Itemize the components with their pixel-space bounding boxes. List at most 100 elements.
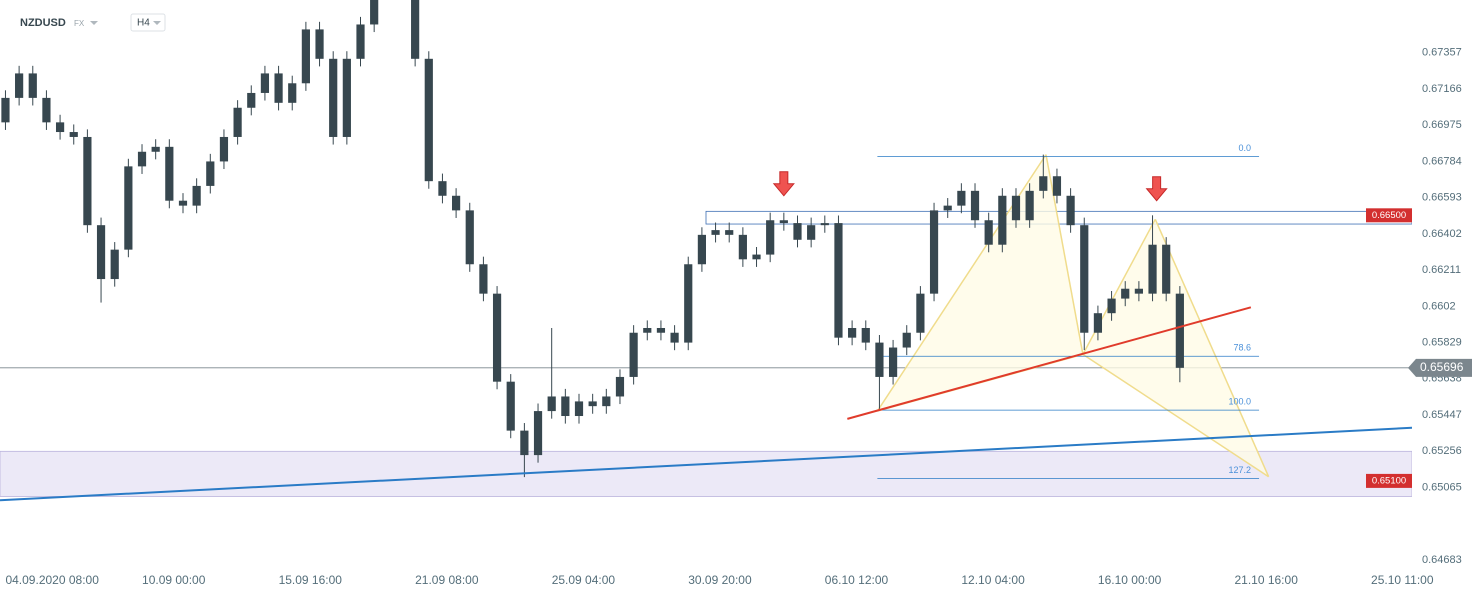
candle-body xyxy=(943,205,952,211)
candle-body xyxy=(629,332,638,377)
x-tick-label: 10.09 00:00 xyxy=(142,573,206,587)
candle-body xyxy=(643,327,652,333)
candle-body xyxy=(888,347,898,377)
candle-body xyxy=(274,73,283,103)
x-tick-label: 12.10 04:00 xyxy=(961,573,1025,587)
candle-body xyxy=(779,220,788,224)
candle-body xyxy=(1162,244,1171,294)
candle-body xyxy=(929,210,939,294)
candle-body xyxy=(1011,195,1021,221)
candle-body xyxy=(370,0,379,25)
candle-body xyxy=(970,190,980,221)
candle-body xyxy=(820,223,829,226)
candle-body xyxy=(697,234,706,265)
candle-body xyxy=(533,411,543,456)
candle-body xyxy=(411,0,420,59)
pattern-line xyxy=(1154,218,1270,478)
candle-body xyxy=(69,132,78,137)
candle-body xyxy=(342,58,351,137)
candle-body xyxy=(452,195,461,211)
current-price-label: 0.65696 xyxy=(1420,360,1464,374)
candle-body xyxy=(42,97,51,123)
x-tick-label: 30.09 20:00 xyxy=(688,573,752,587)
down-arrow xyxy=(772,171,795,197)
market: FX xyxy=(74,19,85,28)
candle-body xyxy=(752,254,761,260)
level-label-box xyxy=(1366,208,1412,223)
candle-body xyxy=(1066,195,1075,226)
candle-body xyxy=(55,122,65,133)
x-tick-label: 15.09 16:00 xyxy=(279,573,343,587)
y-tick-label: 0.66402 xyxy=(1422,228,1462,240)
candle-body xyxy=(957,190,966,206)
candle-body xyxy=(233,107,242,137)
level-label: 0.66500 xyxy=(1372,210,1406,221)
y-tick-label: 0.65065 xyxy=(1422,481,1462,493)
candle-body xyxy=(684,264,693,343)
candle-body xyxy=(1,97,10,123)
candle-body xyxy=(219,136,229,162)
candle-body xyxy=(1093,313,1103,333)
level-label-box xyxy=(1366,473,1412,488)
x-tick-label: 06.10 12:00 xyxy=(825,573,889,587)
candle-body xyxy=(165,146,174,201)
candle-body xyxy=(260,73,270,93)
y-tick-label: 0.67357 xyxy=(1422,47,1462,59)
y-tick-label: 0.65829 xyxy=(1422,337,1462,349)
candle-body xyxy=(329,58,338,137)
candle-body xyxy=(561,396,570,417)
candle-body xyxy=(916,293,925,333)
candle-body xyxy=(506,381,515,431)
candle-body xyxy=(301,29,310,84)
candle-body xyxy=(861,327,870,343)
candle-body xyxy=(28,73,37,98)
candle-body xyxy=(602,396,611,407)
candle-body xyxy=(984,220,993,245)
candle-body xyxy=(766,220,775,255)
candle-body xyxy=(1080,225,1089,333)
timeframe-box[interactable] xyxy=(130,13,166,32)
level-label: 0.65100 xyxy=(1372,475,1406,486)
candle-body xyxy=(656,327,666,333)
candle-body xyxy=(479,264,488,294)
candle-body xyxy=(438,181,447,196)
pattern-line xyxy=(1082,353,1270,478)
dropdown-icon[interactable] xyxy=(153,21,161,25)
candle-body xyxy=(848,327,857,338)
x-tick-label: 04.09.2020 08:00 xyxy=(5,573,99,587)
candle-body xyxy=(998,195,1007,245)
x-tick-label: 21.10 16:00 xyxy=(1234,573,1298,587)
candle-body xyxy=(96,225,106,280)
y-tick-label: 0.67166 xyxy=(1422,83,1462,95)
symbol: NZDUSD xyxy=(20,17,66,29)
x-tick-label: 25.09 04:00 xyxy=(552,573,616,587)
candle-body xyxy=(1148,244,1157,294)
candle-body xyxy=(738,234,747,260)
candle-body xyxy=(83,136,92,226)
trendline xyxy=(847,306,1252,420)
candle-body xyxy=(1121,288,1130,299)
candle-body xyxy=(288,83,297,103)
candle-body xyxy=(520,430,529,456)
candle-body xyxy=(465,210,474,265)
candle-body xyxy=(151,146,160,152)
y-tick-label: 0.66784 xyxy=(1422,155,1462,167)
pattern-line xyxy=(1045,154,1084,355)
candle-body xyxy=(711,230,720,235)
timeframe[interactable]: H4 xyxy=(137,18,150,29)
x-tick-label: 21.09 08:00 xyxy=(415,573,479,587)
dropdown-icon[interactable] xyxy=(90,21,98,25)
candle-body xyxy=(902,332,911,348)
y-tick-label: 0.66975 xyxy=(1422,119,1462,131)
y-tick-label: 0.64683 xyxy=(1422,554,1462,566)
candle-body xyxy=(206,161,215,186)
candle-body xyxy=(315,29,324,59)
y-tick-label: 0.6602 xyxy=(1422,300,1456,312)
trendline xyxy=(0,426,1412,502)
candle-body xyxy=(1175,293,1184,368)
down-arrow xyxy=(1145,176,1168,202)
candle-body xyxy=(807,225,816,240)
candle-body xyxy=(492,293,502,382)
